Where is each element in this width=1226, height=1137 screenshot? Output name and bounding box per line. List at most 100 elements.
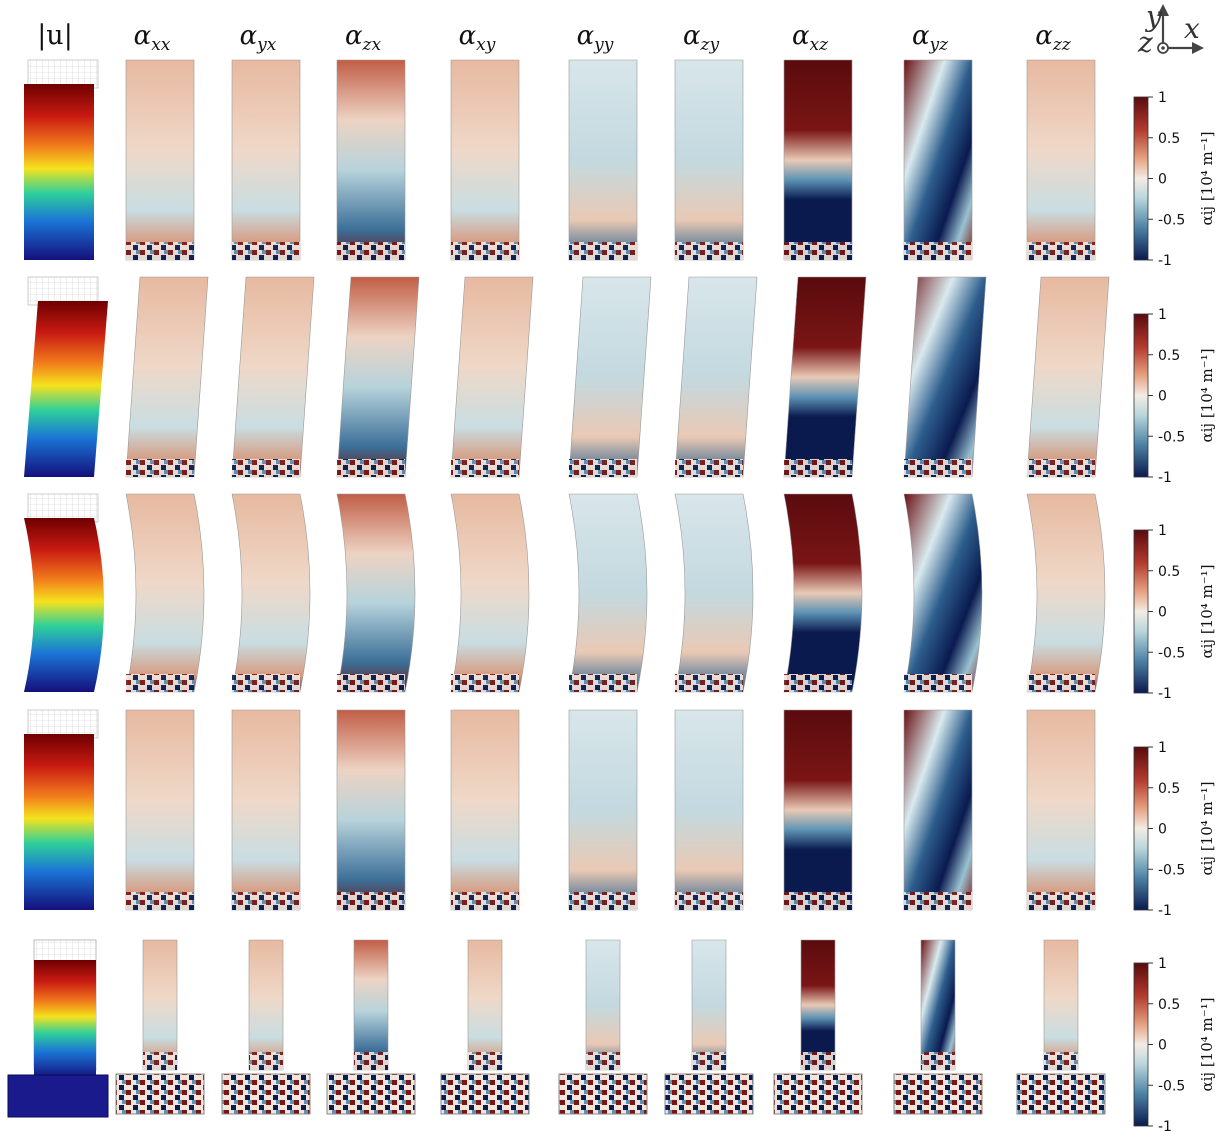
alpha-panel-xy (450, 276, 534, 478)
colorbar-tick: 1 (1158, 523, 1167, 539)
rows (7, 59, 1110, 1118)
alpha-panel-zy (674, 493, 754, 693)
row-4 (24, 709, 1096, 911)
colorbar-tick: 0 (1158, 172, 1167, 188)
alpha-panel-xy (450, 493, 530, 693)
alpha-panel-xy (450, 59, 520, 261)
alpha-panel-zy (674, 59, 744, 261)
alpha-panel-xx (115, 939, 205, 1115)
alpha-panel-zx (336, 59, 406, 261)
colorbar-tick: 0.5 (1158, 348, 1180, 364)
alpha-panel-zx (326, 939, 416, 1115)
alpha-panel-xz (783, 276, 867, 478)
row-5 (7, 939, 1106, 1118)
displacement-panel (24, 709, 99, 910)
alpha-panel-yy (568, 276, 652, 478)
column-headers: |u| αxx αyx αzx αxy αyy αzy αxz αyz αzz (37, 20, 1072, 55)
colorbar-tick: -1 (1158, 253, 1172, 269)
displacement-panel (24, 493, 104, 692)
colorbar-tick: -1 (1158, 470, 1172, 486)
colorbar-tick: -0.5 (1158, 645, 1185, 661)
alpha-panel-xy (440, 939, 530, 1115)
alpha-panel-yz (903, 709, 973, 911)
alpha-panel-zz (1026, 493, 1106, 693)
displacement-panel (24, 59, 99, 260)
component-header-yy: αyy (577, 21, 614, 55)
colorbar-1: 1 0.5 0 -0.5 -1 αij [10⁴ m⁻¹] (1133, 90, 1216, 269)
colorbar-tick: -0.5 (1158, 1078, 1185, 1094)
displacement-header: |u| (37, 20, 73, 51)
alpha-panel-yz (903, 493, 983, 693)
axis-label-y: y (1144, 0, 1163, 33)
alpha-panel-yz (893, 939, 983, 1115)
alpha-panel-yz (903, 276, 987, 478)
alpha-panel-zx (336, 493, 416, 693)
component-header-yx: αyx (240, 21, 277, 55)
alpha-panel-yx (221, 939, 311, 1115)
colorbars: 1 0.5 0 -0.5 -1 αij [10⁴ m⁻¹] 1 0.5 0 -0.5 -1 αij [… (1133, 90, 1216, 1135)
colorbar-label: αij [10⁴ m⁻¹] (1198, 348, 1216, 442)
colorbar-tick: 0.5 (1158, 997, 1180, 1013)
colorbar-tick: 0 (1158, 1038, 1167, 1054)
alpha-panel-yz (903, 59, 973, 261)
colorbar-tick: -0.5 (1158, 212, 1185, 228)
alpha-panel-zz (1016, 939, 1106, 1115)
alpha-panel-yx (231, 276, 315, 478)
alpha-panel-yx (231, 493, 311, 693)
component-header-yz: αyz (912, 21, 949, 55)
alpha-panel-zx (336, 276, 420, 478)
alpha-panel-yy (568, 59, 638, 261)
alpha-panel-xx (125, 709, 195, 911)
alpha-panel-xx (125, 493, 205, 693)
component-header-zx: αzx (345, 21, 382, 55)
colorbar-tick: -1 (1158, 686, 1172, 702)
axis-label-z: z (1137, 26, 1153, 59)
colorbar-label: αij [10⁴ m⁻¹] (1198, 997, 1216, 1091)
axes-triad: y xz (1137, 0, 1204, 59)
colorbar-label: αij [10⁴ m⁻¹] (1198, 564, 1216, 658)
colorbar-tick: -1 (1158, 903, 1172, 919)
row-3 (24, 493, 1106, 693)
colorbar-label: αij [10⁴ m⁻¹] (1198, 781, 1216, 875)
component-header-xy: αxy (459, 21, 496, 55)
alpha-panel-xz (773, 939, 863, 1115)
component-header-zy: αzy (683, 21, 720, 55)
alpha-panel-yx (231, 59, 301, 261)
colorbar-tick: 1 (1158, 307, 1167, 323)
row-1 (24, 59, 1096, 261)
colorbar-4: 1 0.5 0 -0.5 -1 αij [10⁴ m⁻¹] (1133, 740, 1216, 919)
alpha-panel-yy (568, 709, 638, 911)
colorbar-3: 1 0.5 0 -0.5 -1 αij [10⁴ m⁻¹] (1133, 523, 1216, 702)
alpha-panel-xz (783, 493, 863, 693)
axis-label-x: x (1184, 12, 1200, 45)
colorbar-5: 1 0.5 0 -0.5 -1 αij [10⁴ m⁻¹] (1133, 956, 1216, 1135)
component-header-zz: αzz (1035, 21, 1072, 55)
alpha-panel-zz (1026, 709, 1096, 911)
alpha-panel-xx (125, 276, 209, 478)
colorbar-tick: 0.5 (1158, 131, 1180, 147)
colorbar-tick: -0.5 (1158, 862, 1185, 878)
alpha-panel-zz (1026, 276, 1110, 478)
alpha-panel-xz (783, 709, 853, 911)
alpha-panel-zz (1026, 59, 1096, 261)
colorbar-tick: -1 (1158, 1119, 1172, 1133)
alpha-panel-xy (450, 709, 520, 911)
alpha-panel-zx (336, 709, 406, 911)
colorbar-tick: 0 (1158, 605, 1167, 621)
colorbar-tick: 0 (1158, 389, 1167, 405)
colorbar-tick: 1 (1158, 90, 1167, 106)
colorbar-2: 1 0.5 0 -0.5 -1 αij [10⁴ m⁻¹] (1133, 307, 1216, 486)
alpha-panel-zy (664, 939, 754, 1115)
alpha-panel-yy (558, 939, 648, 1115)
colorbar-label: αij [10⁴ m⁻¹] (1198, 131, 1216, 225)
colorbar-tick: 0 (1158, 822, 1167, 838)
alpha-panel-yy (568, 493, 648, 693)
alpha-panel-yx (231, 709, 301, 911)
component-header-xx: αxx (134, 21, 171, 55)
row-2 (24, 276, 1110, 478)
colorbar-tick: 1 (1158, 956, 1167, 972)
alpha-panel-xx (125, 59, 195, 261)
displacement-panel (7, 939, 109, 1118)
